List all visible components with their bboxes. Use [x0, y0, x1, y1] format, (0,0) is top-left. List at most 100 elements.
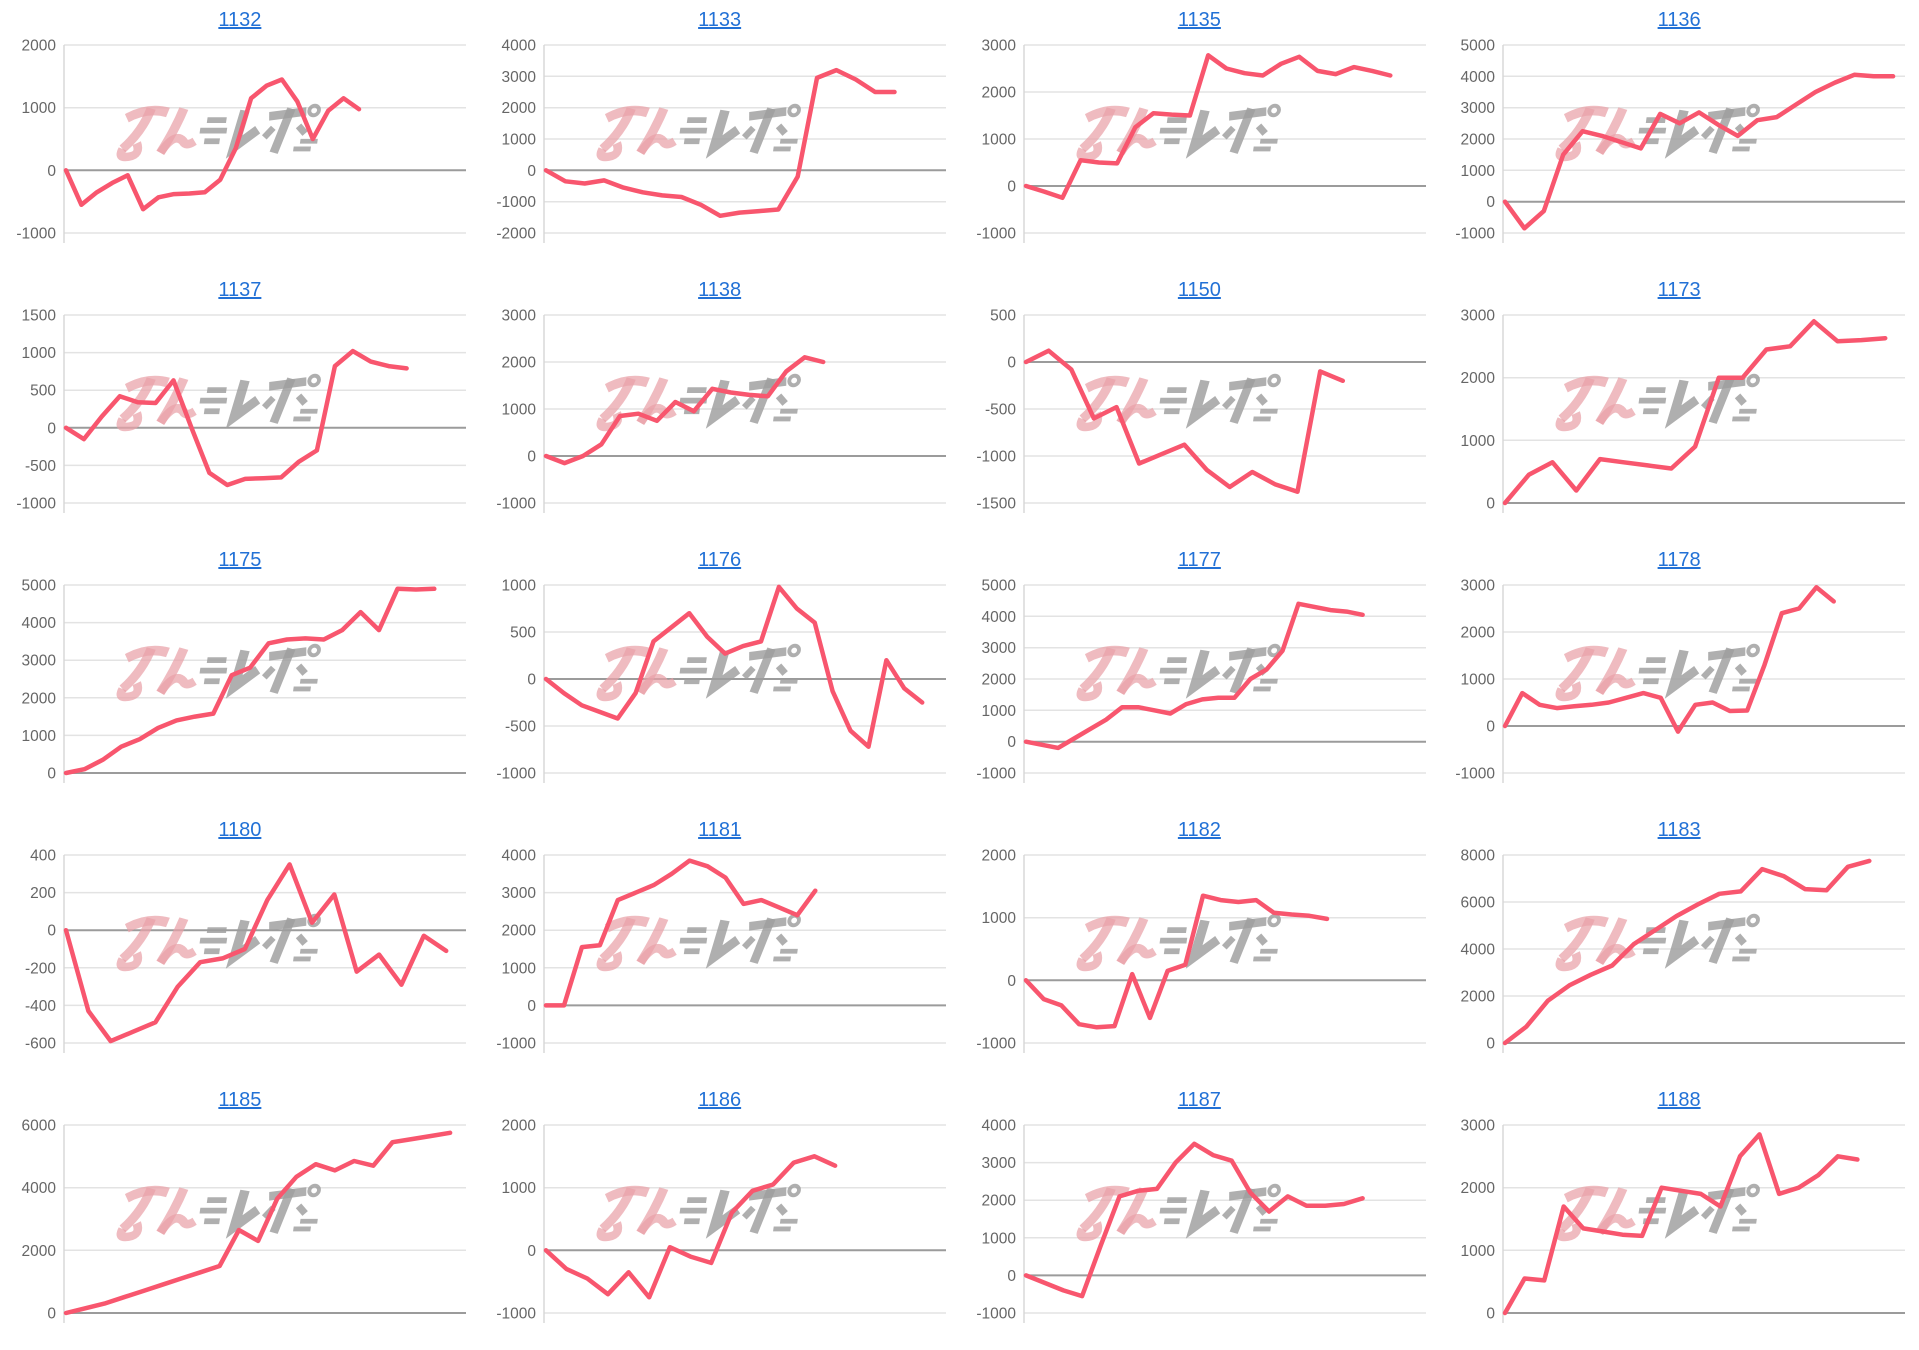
machine-number-link[interactable]: 1178: [1657, 549, 1701, 571]
minrepo-watermark-icon: [596, 103, 801, 162]
machine-number-link[interactable]: 1182: [1177, 819, 1221, 841]
machine-number-link[interactable]: 1183: [1657, 819, 1701, 841]
machine-number-link[interactable]: 1185: [218, 1089, 262, 1111]
machine-number-link[interactable]: 1132: [218, 9, 262, 31]
y-tick-label: 0: [47, 1306, 56, 1323]
y-tick-label: 3000: [1461, 1118, 1496, 1135]
y-tick-label: 1000: [1461, 672, 1496, 689]
y-tick-label: 3000: [501, 69, 536, 86]
chart-cell: 1188 3000 2000 1000 0: [1439, 1080, 1919, 1350]
machine-number-link[interactable]: 1181: [698, 819, 742, 841]
y-tick-label: 3000: [501, 885, 536, 902]
chart-svg: 4000 3000 2000 1000 0 -1000 -2000: [496, 38, 946, 243]
y-tick-label: -1000: [496, 1036, 536, 1053]
y-tick-label: 1000: [501, 132, 536, 149]
chart-svg: 5000 4000 3000 2000 1000 0 -1000: [1456, 38, 1906, 243]
machine-number-link[interactable]: 1137: [218, 279, 262, 301]
chart-cell: 1173 3000 2000 1000 0: [1439, 270, 1919, 540]
chart-cell: 1178 3000 2000 1000 0 -1000: [1439, 540, 1919, 810]
line-chart: 5000 4000 3000 2000 1000 0: [0, 573, 480, 805]
machine-number-link[interactable]: 1176: [698, 549, 742, 571]
payout-series-line: [1503, 319, 1888, 506]
chart-svg: 3000 2000 1000 0: [1461, 1118, 1906, 1323]
y-tick-label: 3000: [501, 308, 536, 325]
machine-number-link[interactable]: 1133: [698, 9, 742, 31]
y-tick-label: 3000: [22, 653, 57, 670]
payout-series-line: [543, 858, 818, 1008]
y-tick-label: 0: [1007, 734, 1016, 751]
line-chart: 1500 1000 500 0 -500 -1000: [0, 303, 480, 535]
payout-series-line: [1023, 53, 1393, 201]
chart-svg: 8000 6000 4000 2000 0: [1461, 848, 1906, 1053]
y-tick-label: 4000: [981, 1118, 1016, 1135]
payout-series-line: [1503, 1132, 1860, 1316]
chart-cell: 1185 6000 4000 2000 0: [0, 1080, 480, 1350]
y-tick-label: 1000: [501, 960, 536, 977]
payout-series-line: [1503, 72, 1896, 231]
minrepo-watermark-icon: [1555, 1183, 1761, 1242]
y-tick-label: 0: [47, 163, 56, 180]
machine-number-link[interactable]: 1150: [1177, 279, 1221, 301]
y-tick-label: 5000: [1461, 38, 1496, 55]
y-tick-label: 4000: [22, 615, 57, 632]
machine-number-link[interactable]: 1173: [1657, 279, 1701, 301]
minrepo-watermark-icon: [116, 103, 321, 162]
line-chart: 400 200 0 -200 -400 -600: [0, 843, 480, 1075]
y-tick-label: -1000: [976, 1036, 1016, 1053]
y-tick-label: 1000: [22, 345, 57, 362]
y-tick-label: 0: [1007, 355, 1016, 372]
y-tick-label: 500: [30, 383, 56, 400]
y-tick-label: 3000: [1461, 100, 1496, 117]
chart-cell: 1177 5000 4000 3000 2000 1000 0 -1000: [960, 540, 1440, 810]
y-tick-label: 0: [527, 1243, 536, 1260]
machine-number-link[interactable]: 1186: [698, 1089, 742, 1111]
machine-number-link[interactable]: 1177: [1177, 549, 1221, 571]
line-chart: 3000 2000 1000 0: [1439, 303, 1919, 535]
y-tick-label: -400: [25, 998, 56, 1015]
machine-number-link[interactable]: 1136: [1657, 9, 1701, 31]
chart-cell: 1187 4000 3000 2000 1000 0 -1000: [960, 1080, 1440, 1350]
machine-number-link[interactable]: 1180: [218, 819, 262, 841]
y-tick-label: 5000: [981, 578, 1016, 595]
line-chart: 4000 3000 2000 1000 0 -1000 -2000: [480, 33, 960, 265]
y-tick-label: 4000: [22, 1180, 57, 1197]
payout-series-line: [63, 862, 449, 1044]
y-tick-label: -1000: [976, 226, 1016, 243]
y-tick-label: 2000: [981, 85, 1016, 102]
y-tick-label: 0: [1487, 719, 1496, 736]
chart-cell: 1150 500 0 -500 -1000 -1500: [960, 270, 1440, 540]
payout-series-line: [543, 1154, 838, 1300]
y-tick-label: 1000: [981, 132, 1016, 149]
y-tick-label: 3000: [981, 38, 1016, 55]
y-tick-label: 2000: [501, 100, 536, 117]
y-tick-label: 0: [47, 766, 56, 783]
y-tick-label: 200: [30, 885, 56, 902]
payout-series-line: [63, 586, 437, 776]
payout-series-line: [1023, 893, 1329, 1030]
machine-number-link[interactable]: 1188: [1657, 1089, 1701, 1111]
machine-number-link[interactable]: 1135: [1177, 9, 1221, 31]
y-tick-label: 500: [510, 625, 536, 642]
machine-number-link[interactable]: 1138: [698, 279, 742, 301]
machine-number-link[interactable]: 1175: [218, 549, 262, 571]
minrepo-watermark-icon: [1076, 643, 1281, 702]
chart-svg: 4000 3000 2000 1000 0 -1000: [496, 848, 946, 1053]
line-chart: 3000 2000 1000 0 -1000: [1439, 573, 1919, 805]
payout-series-line: [1023, 1141, 1365, 1299]
payout-series-line: [1023, 348, 1345, 494]
chart-svg: 3000 2000 1000 0: [1461, 308, 1906, 513]
y-tick-label: 0: [1487, 1306, 1496, 1323]
y-tick-label: 0: [1007, 1268, 1016, 1285]
machine-number-link[interactable]: 1187: [1177, 1089, 1221, 1111]
chart-cell: 1186 2000 1000 0 -1000: [480, 1080, 960, 1350]
minrepo-watermark-icon: [596, 913, 801, 972]
y-tick-label: -2000: [496, 226, 536, 243]
y-tick-label: 3000: [1461, 578, 1496, 595]
line-chart: 8000 6000 4000 2000 0: [1439, 843, 1919, 1075]
minrepo-watermark-icon: [1555, 373, 1761, 432]
chart-svg: 3000 2000 1000 0 -1000: [496, 308, 946, 513]
chart-cell: 1137 1500 1000 500 0 -500 -1000: [0, 270, 480, 540]
y-tick-label: -1000: [976, 449, 1016, 466]
y-tick-label: 2000: [22, 1243, 57, 1260]
chart-cell: 1181 4000 3000 2000 1000 0 -1000: [480, 810, 960, 1080]
